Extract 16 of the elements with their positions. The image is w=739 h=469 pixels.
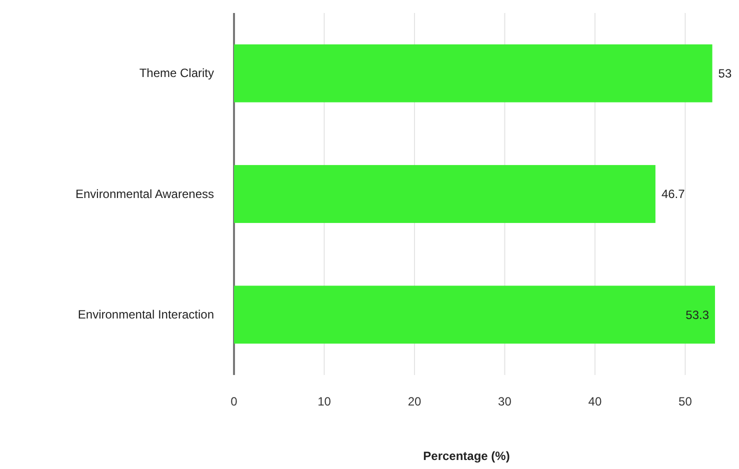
- bar: [234, 44, 712, 102]
- data-label: 53.3: [686, 308, 710, 322]
- x-axis-title: Percentage (%): [423, 449, 510, 463]
- x-tick-label: 20: [408, 394, 422, 409]
- x-tick-label: 50: [678, 394, 692, 409]
- x-tick-label: 10: [318, 394, 332, 409]
- y-tick-label: Environmental Interaction: [78, 308, 214, 322]
- x-tick-label: 40: [588, 394, 602, 409]
- bar: [234, 165, 656, 223]
- y-tick-label: Theme Clarity: [139, 66, 214, 80]
- data-label: 46.7: [661, 187, 686, 202]
- data-label: 53: [718, 66, 732, 81]
- x-tick-label: 30: [498, 394, 512, 409]
- bar: [234, 286, 715, 344]
- x-tick-label: 0: [230, 394, 238, 409]
- y-tick-label: Environmental Awareness: [75, 186, 214, 201]
